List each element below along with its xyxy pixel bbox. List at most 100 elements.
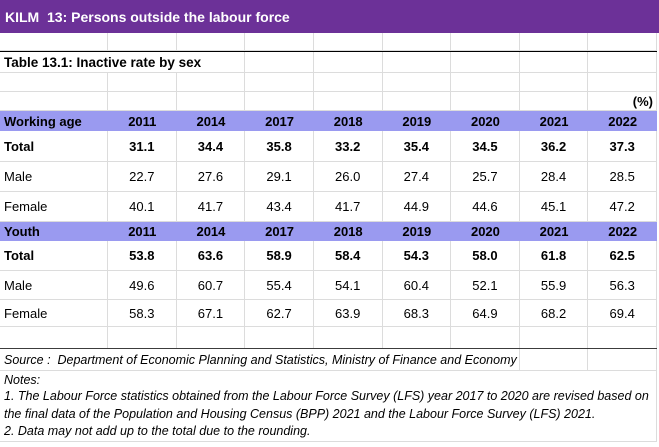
cell[interactable] [383,73,452,91]
cell[interactable] [451,92,520,110]
value-cell[interactable]: 28.4 [520,162,589,191]
cell[interactable] [314,52,383,72]
year-header-cell[interactable]: 2019 [402,113,432,129]
section-header-label[interactable]: Working age [4,113,82,129]
cell[interactable] [520,349,589,370]
value-cell[interactable]: 35.8 [245,131,314,161]
row-label[interactable]: Male [0,162,108,191]
cell[interactable] [520,92,589,110]
note-item[interactable]: 2. Data may not add up to the total due … [4,424,311,439]
value-cell[interactable]: 54.3 [383,241,452,270]
cell[interactable] [177,73,246,91]
note-item[interactable]: 1. The Labour Force statistics obtained … [4,389,649,421]
year-header-cell[interactable]: 2011 [128,224,157,239]
notes-label[interactable]: Notes: [4,372,41,387]
cell[interactable] [451,73,520,91]
table-caption[interactable]: Table 13.1: Inactive rate by sex [0,52,246,72]
value-cell[interactable]: 29.1 [245,162,314,191]
value-cell[interactable]: 31.1 [108,131,177,161]
year-header-cell[interactable]: 2017 [265,113,295,129]
cell[interactable] [383,52,452,72]
section-header-label[interactable]: Youth [4,224,40,239]
row-label[interactable]: Male [0,271,108,299]
value-cell[interactable]: 27.6 [177,162,246,191]
cell[interactable] [0,327,108,348]
value-cell[interactable]: 54.1 [314,271,383,299]
cell[interactable] [245,73,314,91]
value-cell[interactable]: 43.4 [245,192,314,221]
value-cell[interactable]: 52.1 [451,271,520,299]
cell[interactable] [588,73,657,91]
cell[interactable] [520,73,589,91]
cell[interactable] [314,73,383,91]
year-header-cell[interactable]: 2020 [470,113,500,129]
cell[interactable] [108,33,177,50]
value-cell[interactable]: 47.2 [588,192,657,221]
cell[interactable] [588,52,657,72]
cell[interactable] [245,327,314,348]
value-cell[interactable]: 41.7 [314,192,383,221]
value-cell[interactable]: 68.2 [520,300,589,326]
value-cell[interactable]: 35.4 [383,131,452,161]
cell[interactable] [383,92,452,110]
cell[interactable] [451,52,520,72]
cell[interactable] [108,92,177,110]
cell[interactable] [520,52,589,72]
value-cell[interactable]: 25.7 [451,162,520,191]
cell[interactable] [177,327,246,348]
cell[interactable] [383,327,452,348]
value-cell[interactable]: 60.4 [383,271,452,299]
value-cell[interactable]: 58.9 [245,241,314,270]
value-cell[interactable]: 40.1 [108,192,177,221]
year-header-cell[interactable]: 2019 [402,224,432,239]
value-cell[interactable]: 60.7 [177,271,246,299]
year-header-cell[interactable]: 2014 [196,224,226,239]
value-cell[interactable]: 55.9 [520,271,589,299]
cell[interactable] [245,92,314,110]
year-header-cell[interactable]: 2022 [608,224,638,239]
cell[interactable] [245,52,314,72]
cell[interactable] [108,327,177,348]
year-header-cell[interactable]: 2020 [470,224,500,239]
cell[interactable] [245,33,314,50]
cell[interactable] [314,327,383,348]
value-cell[interactable]: 41.7 [177,192,246,221]
cell[interactable] [588,349,657,370]
cell[interactable] [451,33,520,50]
cell[interactable] [108,73,177,91]
value-cell[interactable]: 44.9 [383,192,452,221]
cell[interactable] [520,327,589,348]
cell[interactable] [520,33,589,50]
value-cell[interactable]: 58.4 [314,241,383,270]
year-header-cell[interactable]: 2011 [128,113,157,129]
row-label[interactable]: Total [0,131,108,161]
cell[interactable] [588,327,657,348]
source-text[interactable]: Source : Department of Economic Planning… [0,349,520,370]
value-cell[interactable]: 58.3 [108,300,177,326]
value-cell[interactable]: 64.9 [451,300,520,326]
value-cell[interactable]: 49.6 [108,271,177,299]
row-label[interactable]: Female [0,192,108,221]
row-label[interactable]: Female [0,300,108,326]
value-cell[interactable]: 58.0 [451,241,520,270]
year-header-cell[interactable]: 2014 [196,113,226,129]
year-header-cell[interactable]: 2018 [333,224,363,239]
cell[interactable] [177,33,246,50]
value-cell[interactable]: 55.4 [245,271,314,299]
value-cell[interactable]: 45.1 [520,192,589,221]
year-header-cell[interactable]: 2018 [333,113,363,129]
value-cell[interactable]: 63.6 [177,241,246,270]
value-cell[interactable]: 56.3 [588,271,657,299]
cell[interactable] [177,92,246,110]
cell[interactable] [383,33,452,50]
value-cell[interactable]: 34.4 [177,131,246,161]
value-cell[interactable]: 68.3 [383,300,452,326]
value-cell[interactable]: 26.0 [314,162,383,191]
cell[interactable] [0,73,108,91]
cell[interactable] [0,33,108,50]
year-header-cell[interactable]: 2022 [608,113,638,129]
value-cell[interactable]: 36.2 [520,131,589,161]
value-cell[interactable]: 44.6 [451,192,520,221]
value-cell[interactable]: 22.7 [108,162,177,191]
cell[interactable] [588,33,657,50]
